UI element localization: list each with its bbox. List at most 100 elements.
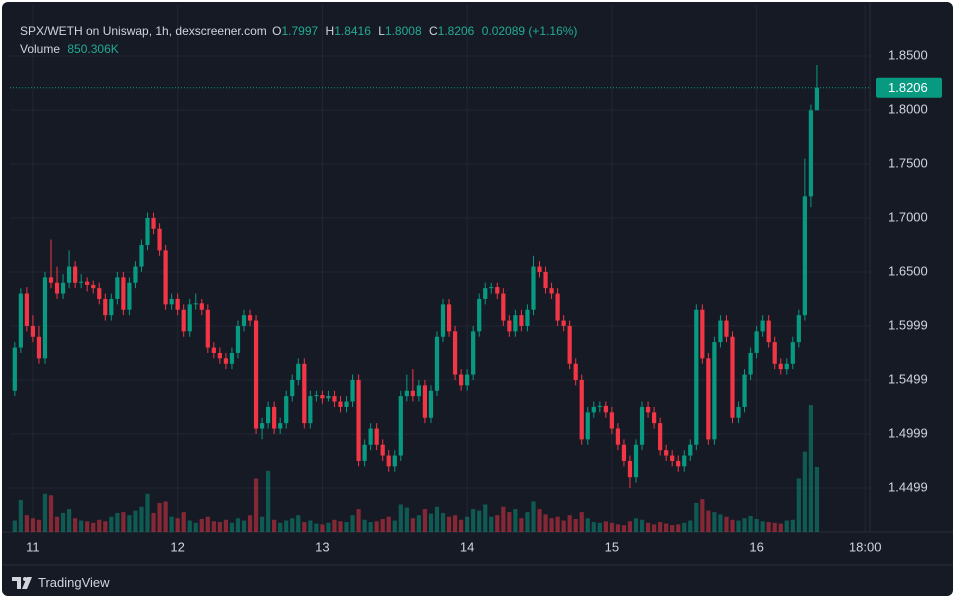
candle-body <box>507 320 512 332</box>
volume-bar <box>386 516 391 532</box>
candle-body <box>700 309 705 359</box>
volume-bar <box>670 525 675 532</box>
volume-bar <box>115 512 120 532</box>
candle-body <box>440 304 446 337</box>
volume-bar <box>597 522 602 532</box>
volume-bar <box>79 520 84 532</box>
volume-bar <box>48 495 54 532</box>
volume-bar <box>736 520 741 532</box>
candle-body <box>501 293 506 321</box>
volume-bar <box>121 512 126 532</box>
candle-body <box>579 379 584 440</box>
candle-body <box>272 406 277 429</box>
candle-body <box>712 342 717 440</box>
candle-body <box>278 423 283 429</box>
candle-body <box>121 277 126 310</box>
y-tick-label: 1.4499 <box>888 479 928 494</box>
volume-bar <box>151 512 156 532</box>
volume-bar <box>338 521 343 532</box>
volume-bar <box>374 521 379 532</box>
volume-bar <box>103 521 108 532</box>
volume-bar <box>724 516 729 532</box>
candle-body <box>145 217 150 245</box>
volume-bar <box>326 522 331 532</box>
volume-bar <box>537 509 542 532</box>
volume-bar <box>519 518 524 532</box>
candle-body <box>458 374 464 386</box>
candle-body <box>151 217 156 229</box>
volume-bar <box>109 516 114 532</box>
volume-bar <box>754 519 759 532</box>
volume-bar <box>543 514 548 532</box>
candle-body <box>157 228 162 251</box>
low-value: 1.8008 <box>384 24 422 38</box>
volume-bar <box>362 519 367 532</box>
volume-bar <box>591 522 596 532</box>
candle-body <box>706 358 711 440</box>
candle-body <box>609 412 614 429</box>
candle-body <box>266 406 271 424</box>
candle-body <box>24 293 29 326</box>
volume-bar <box>290 518 295 532</box>
volume-bar <box>796 478 801 532</box>
volume-bar <box>127 515 132 532</box>
volume-bar <box>633 518 639 532</box>
candle-body <box>290 379 295 397</box>
last-price-label: 1.8206 <box>888 80 928 95</box>
volume-bar <box>555 516 560 532</box>
candle-body <box>537 266 542 272</box>
candle-body <box>133 266 138 283</box>
x-tick-label: 13 <box>315 539 329 554</box>
candle-body <box>742 374 747 407</box>
candle-body <box>808 110 814 197</box>
y-tick-label: 1.5999 <box>888 317 928 332</box>
y-tick-label: 1.6500 <box>888 263 928 278</box>
candle-body <box>223 358 229 364</box>
volume-bar <box>97 519 102 532</box>
volume-bar <box>808 405 814 532</box>
volume-bar <box>579 512 584 532</box>
volume-bar <box>609 522 614 532</box>
volume-bar <box>344 522 349 532</box>
ohlc-key: O <box>272 24 282 38</box>
volume-line: Volume 850.306K <box>20 40 581 58</box>
close-value: 1.8206 <box>437 24 475 38</box>
candle-body <box>103 298 108 316</box>
candle-body <box>772 342 777 364</box>
volume-bar <box>320 524 325 532</box>
candle-body <box>332 396 337 402</box>
volume-bar <box>18 499 23 532</box>
candle-body <box>241 315 247 326</box>
volume-bar <box>241 520 247 532</box>
candle-body <box>139 244 144 267</box>
candle-body <box>73 266 78 283</box>
volume-bar <box>434 506 440 532</box>
volume-bar <box>766 522 771 532</box>
volume-bar <box>573 519 578 532</box>
candle-body <box>784 363 789 370</box>
candle-body <box>748 352 753 375</box>
x-tick-label: 16 <box>749 539 763 554</box>
candle-body <box>169 298 174 305</box>
volume-bar <box>549 518 554 532</box>
candle-body <box>416 385 422 397</box>
volume-bar <box>489 516 494 532</box>
volume-bar <box>748 515 753 532</box>
candle-body <box>193 303 198 305</box>
volume-bar <box>428 513 434 532</box>
volume-bar <box>205 516 210 532</box>
volume-bar <box>513 509 518 532</box>
volume-value: 850.306K <box>67 42 119 56</box>
candle-body <box>428 390 434 418</box>
candle-body <box>531 266 536 310</box>
y-tick-label: 1.7500 <box>888 155 928 170</box>
volume-bar <box>410 518 415 532</box>
volume-bar <box>380 519 385 532</box>
candle-body <box>30 325 36 337</box>
open-value: 1.7997 <box>281 24 319 38</box>
volume-bar <box>247 515 253 532</box>
candle-body <box>259 423 265 429</box>
candle-body <box>175 298 180 310</box>
